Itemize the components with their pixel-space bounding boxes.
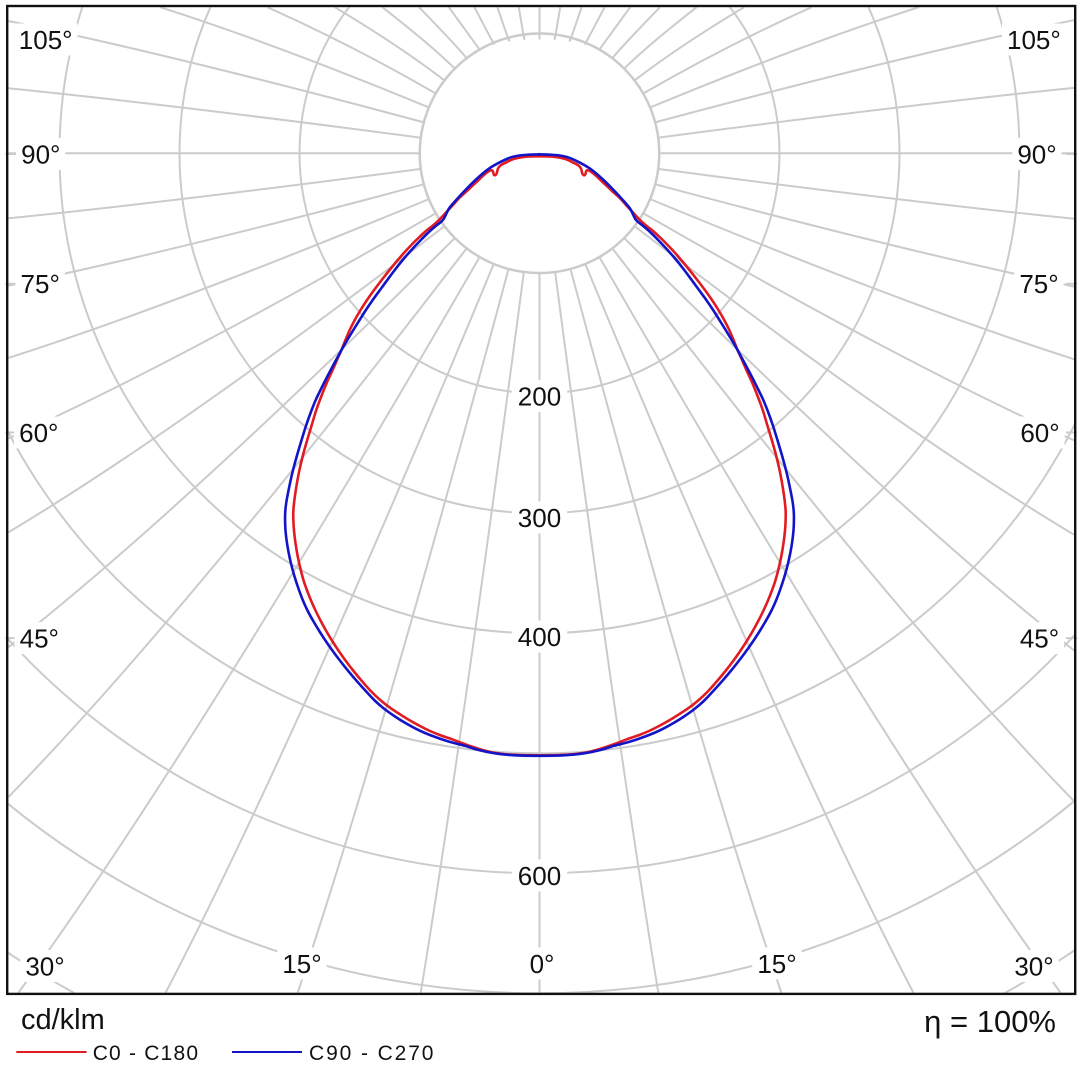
svg-text:60°: 60°	[19, 418, 58, 448]
svg-text:400: 400	[518, 622, 561, 652]
svg-text:200: 200	[518, 381, 561, 411]
svg-text:45°: 45°	[20, 623, 59, 653]
svg-text:75°: 75°	[1019, 269, 1058, 299]
svg-text:105°: 105°	[19, 25, 73, 55]
svg-text:60°: 60°	[1020, 418, 1059, 448]
svg-text:15°: 15°	[757, 949, 796, 979]
svg-text:30°: 30°	[25, 951, 64, 981]
svg-text:90°: 90°	[1017, 139, 1056, 169]
svg-text:105°: 105°	[1007, 25, 1061, 55]
svg-text:75°: 75°	[21, 269, 60, 299]
svg-text:600: 600	[518, 861, 561, 891]
svg-text:300: 300	[518, 503, 561, 533]
svg-text:45°: 45°	[1020, 623, 1059, 653]
svg-text:C0 - C180: C0 - C180	[93, 1042, 200, 1065]
svg-text:90°: 90°	[21, 139, 60, 169]
svg-text:cd/klm: cd/klm	[21, 1004, 105, 1036]
svg-text:η = 100%: η = 100%	[924, 1004, 1056, 1039]
svg-text:15°: 15°	[282, 949, 321, 979]
svg-text:0°: 0°	[530, 949, 555, 979]
svg-text:C90 - C270: C90 - C270	[309, 1042, 435, 1065]
svg-text:30°: 30°	[1014, 951, 1053, 981]
